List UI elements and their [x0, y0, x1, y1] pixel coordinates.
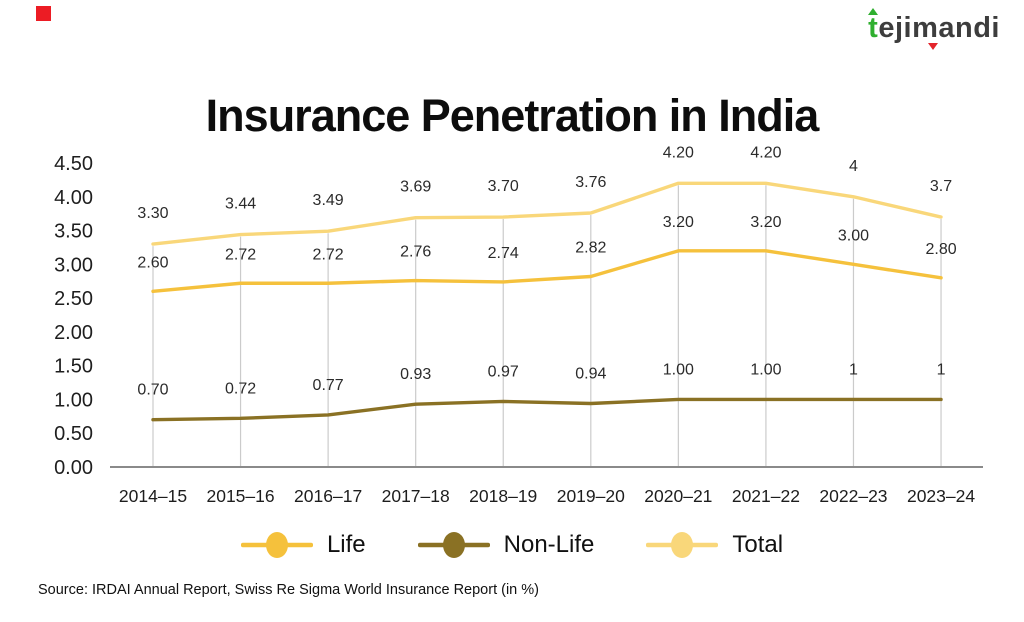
data-label: 3.69: [400, 179, 431, 196]
data-label: 1.00: [750, 361, 781, 378]
data-label: 3.30: [137, 205, 168, 222]
data-label: 2.72: [313, 246, 344, 263]
data-label: 1: [849, 361, 858, 378]
y-tick-label: 1.50: [54, 356, 93, 378]
x-tick-label: 2021–22: [732, 486, 800, 506]
y-tick-label: 4.00: [54, 187, 93, 209]
legend-marker-icon: [417, 532, 490, 558]
data-label: 2.60: [137, 254, 168, 271]
tejimandi-logo: t eji m andi: [868, 8, 1000, 50]
data-label: 3.00: [838, 227, 869, 244]
logo-letters-andi: andi: [938, 12, 1000, 44]
data-label: 1.00: [663, 361, 694, 378]
x-tick-label: 2014–15: [119, 486, 187, 506]
legend-marker-icon: [646, 532, 719, 558]
brand-red-square-icon: [36, 6, 51, 21]
data-label: 4.20: [750, 144, 781, 161]
data-label: 0.97: [488, 363, 519, 380]
legend-item-total: Total: [646, 530, 783, 560]
y-tick-label: 0.50: [54, 423, 93, 445]
data-label: 3.76: [575, 174, 606, 191]
data-label: 4.20: [663, 144, 694, 161]
logo-down-arrow-icon: [928, 43, 939, 50]
data-label: 0.93: [400, 366, 431, 383]
x-tick-label: 2022–23: [819, 486, 887, 506]
x-tick-label: 2018–19: [469, 486, 537, 506]
data-label: 2.74: [488, 245, 519, 262]
y-tick-label: 3.50: [54, 221, 93, 243]
legend-label: Life: [326, 531, 366, 558]
data-label: 2.80: [925, 241, 956, 258]
legend-label: Non-Life: [503, 531, 595, 558]
logo-letters-eji: eji: [878, 12, 913, 44]
series-line-total: [151, 181, 943, 246]
y-tick-label: 3.00: [54, 254, 93, 276]
series-line-non-life: [151, 397, 943, 422]
data-label: 4: [849, 158, 858, 175]
legend-item-life: Life: [240, 530, 366, 560]
y-tick-label: 4.50: [54, 153, 93, 175]
data-label: 0.94: [575, 365, 606, 382]
data-label: 3.49: [313, 192, 344, 209]
y-tick-label: 0.00: [54, 457, 93, 479]
x-tick-label: 2017–18: [382, 486, 450, 506]
x-tick-label: 2019–20: [557, 486, 625, 506]
y-tick-label: 2.00: [54, 322, 93, 344]
data-label: 0.70: [137, 382, 168, 399]
x-tick-label: 2016–17: [294, 486, 362, 506]
data-label: 3.20: [750, 214, 781, 231]
data-label: 0.72: [225, 380, 256, 397]
x-tick-label: 2020–21: [644, 486, 712, 506]
y-tick-label: 1.00: [54, 389, 93, 411]
data-label: 3.70: [488, 178, 519, 195]
data-label: 0.77: [313, 377, 344, 394]
data-label: 2.82: [575, 239, 606, 256]
logo-up-arrow-icon: [868, 8, 879, 15]
data-label: 3.7: [930, 178, 952, 195]
legend-label: Total: [732, 531, 784, 558]
x-tick-label: 2023–24: [907, 486, 975, 506]
data-label: 3.44: [225, 196, 256, 213]
source-note: Source: IRDAI Annual Report, Swiss Re Si…: [38, 582, 539, 598]
x-tick-label: 2015–16: [206, 486, 274, 506]
series-line-life: [151, 249, 943, 294]
y-tick-label: 2.50: [54, 288, 93, 310]
logo-letter-m: m: [912, 12, 939, 50]
data-label: 2.76: [400, 244, 431, 261]
legend-item-non-life: Non-Life: [417, 530, 595, 560]
legend-marker-icon: [240, 532, 313, 558]
logo-letter-t: t: [868, 8, 879, 45]
data-label: 2.72: [225, 246, 256, 263]
data-label: 3.20: [663, 214, 694, 231]
data-label: 1: [937, 361, 946, 378]
chart-legend: Life Non-Life Total: [0, 530, 1024, 560]
page-title: Insurance Penetration in India: [205, 90, 820, 142]
